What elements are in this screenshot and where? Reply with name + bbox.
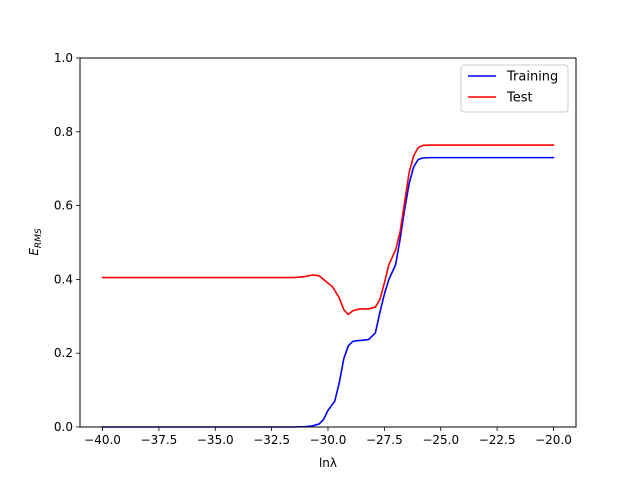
y-tick-label: 0.2 bbox=[54, 346, 73, 360]
x-axis: −40.0 −37.5 −35.0 −32.5 −30.0 −27.5 −25.0 −22.5… bbox=[84, 427, 572, 447]
y-axis-label-main: E bbox=[27, 248, 41, 256]
y-tick-label: 0.6 bbox=[54, 199, 73, 213]
y-tick-label: 1.0 bbox=[54, 51, 73, 65]
x-tick-label: −22.5 bbox=[479, 433, 516, 447]
series-layer bbox=[101, 144, 555, 428]
x-tick-label: −35.0 bbox=[197, 433, 234, 447]
y-tick-label: 0.8 bbox=[54, 125, 73, 139]
x-tick-label: −32.5 bbox=[253, 433, 290, 447]
x-tick-label: −37.5 bbox=[141, 433, 178, 447]
y-axis-label: ERMS bbox=[27, 228, 44, 256]
y-tick-label: 0.4 bbox=[54, 272, 73, 286]
y-axis: 0.0 0.2 0.4 0.6 0.8 1.0 bbox=[54, 51, 80, 434]
legend-label-test: Test bbox=[506, 91, 533, 106]
series-line-test bbox=[101, 144, 555, 316]
x-tick-label: −40.0 bbox=[84, 433, 121, 447]
x-tick-label: −20.0 bbox=[535, 433, 572, 447]
x-axis-label: lnλ bbox=[319, 456, 337, 470]
x-tick-label: −30.0 bbox=[310, 433, 347, 447]
legend-label-training: Training bbox=[506, 70, 558, 85]
plot-background bbox=[80, 58, 576, 427]
legend: Training Test bbox=[460, 64, 569, 113]
y-tick-label: 0.0 bbox=[54, 420, 73, 434]
series-line-training bbox=[101, 156, 555, 428]
x-tick-label: −25.0 bbox=[422, 433, 459, 447]
y-axis-label-subscript: RMS bbox=[34, 228, 44, 248]
x-tick-label: −27.5 bbox=[366, 433, 403, 447]
